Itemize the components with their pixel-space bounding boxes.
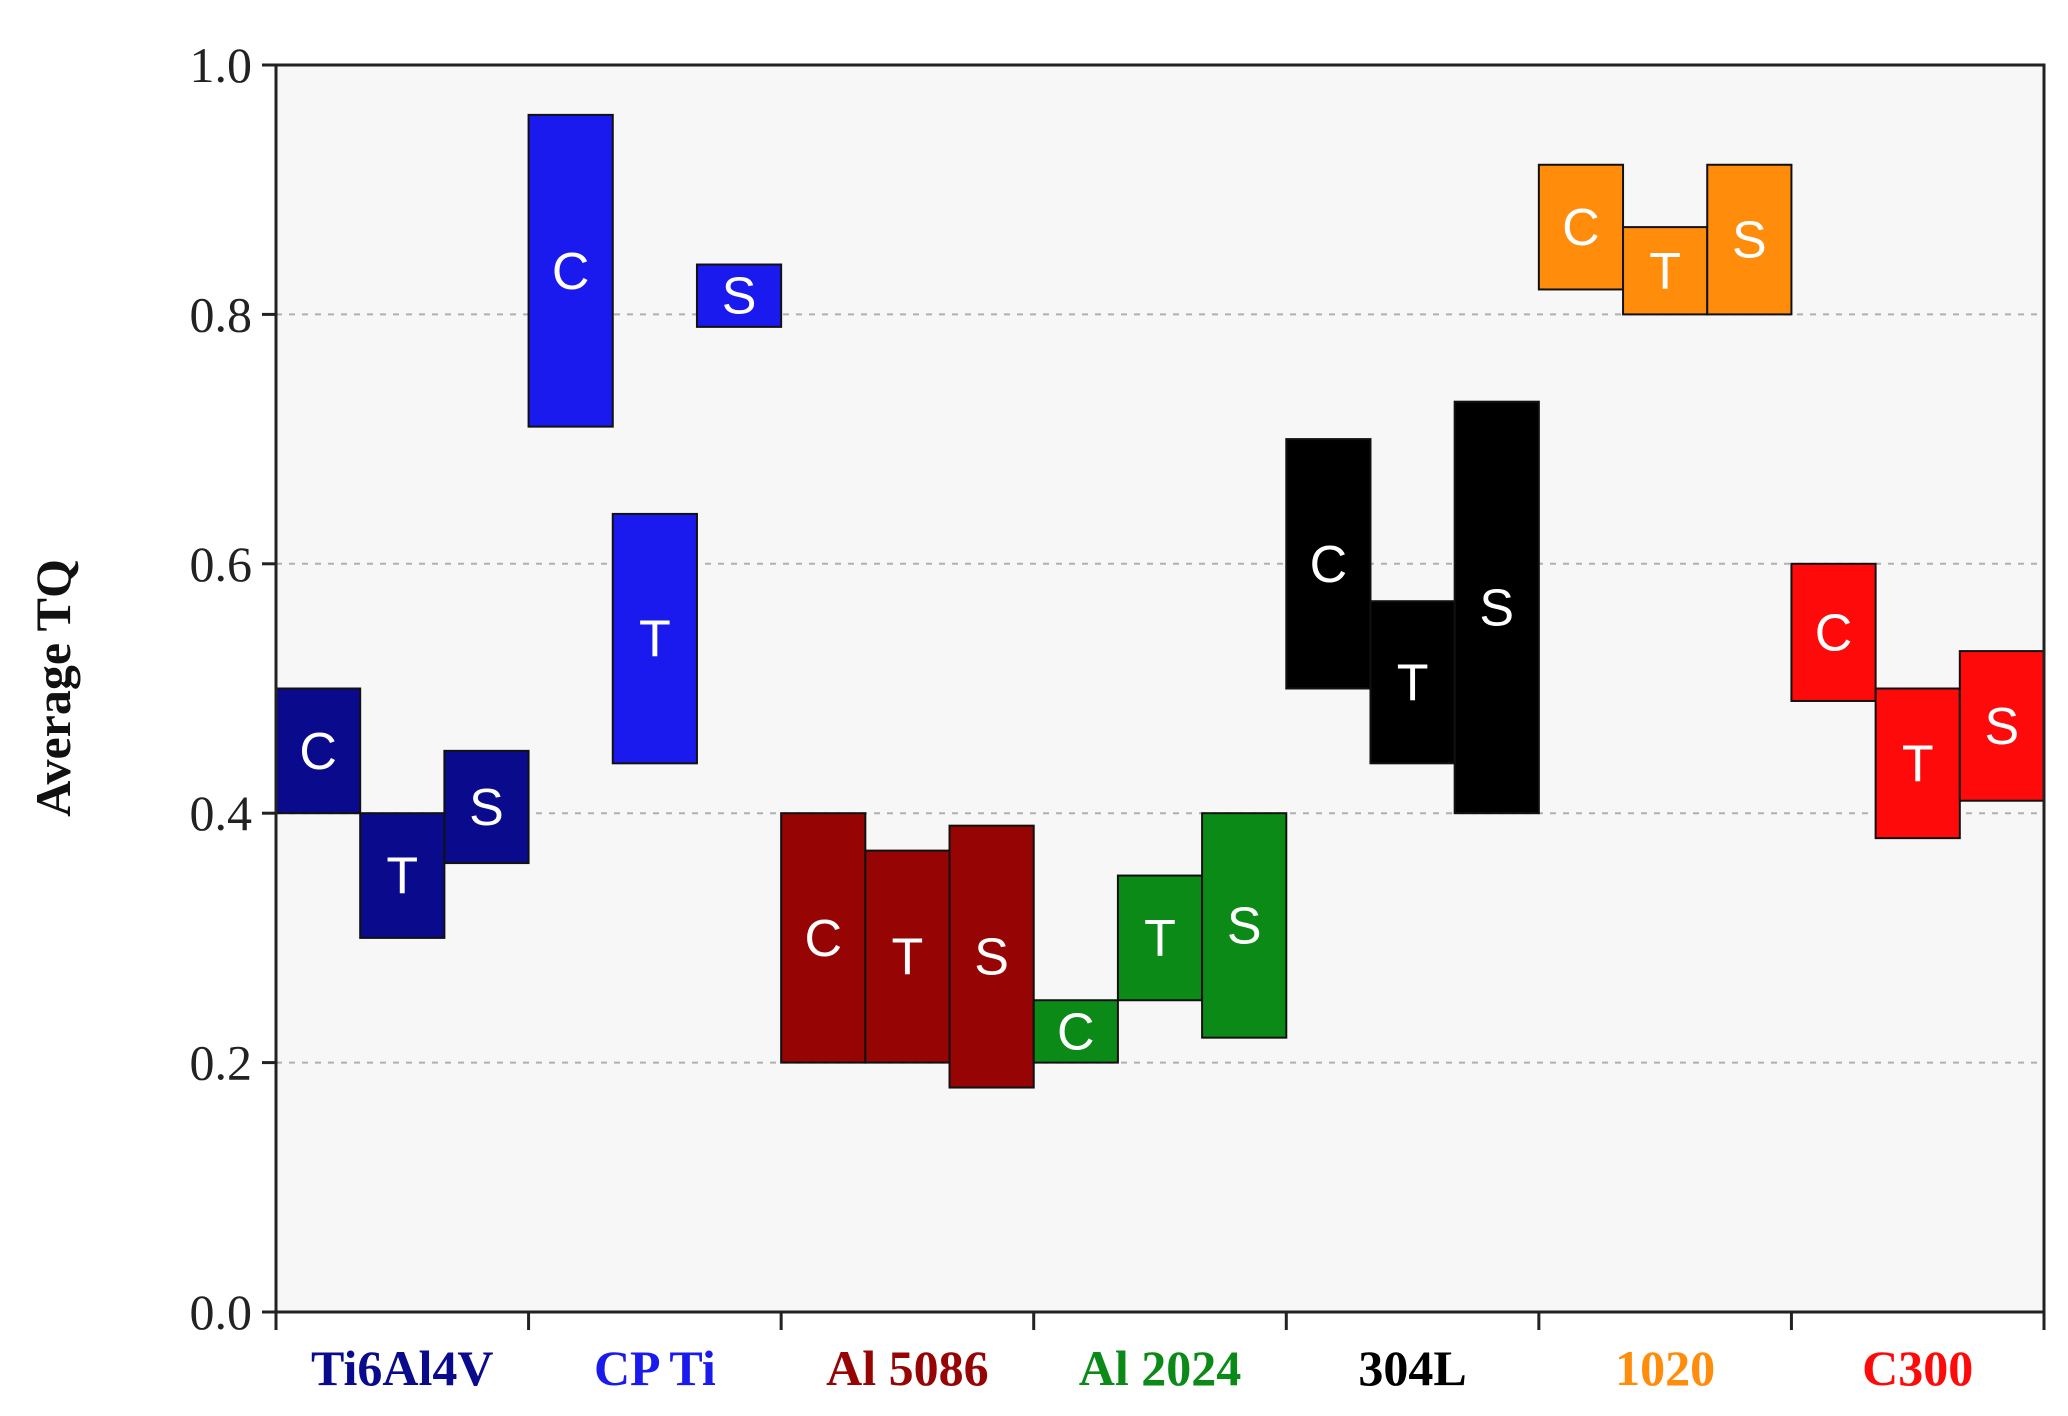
range-bar — [359, 812, 446, 939]
range-bar — [1706, 163, 1793, 316]
range-bar — [1790, 562, 1877, 702]
range-bar — [1453, 400, 1540, 815]
range-bar — [527, 113, 614, 428]
bar-label: S — [469, 779, 504, 837]
range-bar — [1032, 999, 1119, 1064]
bar-label: C — [552, 243, 590, 301]
range-bar — [1622, 226, 1709, 316]
range-bar — [948, 824, 1035, 1089]
x-category-label: Al 5086 — [826, 1340, 989, 1396]
x-category-label: Al 2024 — [1079, 1340, 1242, 1396]
range-bar — [695, 263, 783, 328]
bar-label: C — [1815, 604, 1853, 662]
x-category-label: Ti6Al4V — [311, 1340, 493, 1396]
bar-label: C — [804, 910, 842, 968]
bar-label: T — [1649, 243, 1681, 301]
bar-label: S — [974, 929, 1009, 987]
x-category-label: 304L — [1358, 1340, 1466, 1396]
bar-label: T — [892, 929, 924, 987]
x-category-label: C300 — [1862, 1340, 1973, 1396]
y-tick-label: 0.0 — [190, 1284, 253, 1340]
range-bar — [864, 849, 951, 1064]
plot-frame — [274, 63, 2046, 1314]
x-category-label: CP Ti — [594, 1340, 716, 1396]
bar-label: T — [639, 611, 671, 669]
y-tick-label: 0.6 — [190, 536, 253, 592]
range-bar — [443, 749, 530, 865]
bar-label: T — [1397, 654, 1429, 712]
bar-label: S — [1732, 212, 1767, 270]
range-bar — [1201, 812, 1288, 1039]
bar-label: C — [1057, 1003, 1095, 1061]
bar-label: S — [722, 268, 757, 326]
y-tick-label: 0.4 — [190, 785, 253, 841]
range-bar — [275, 687, 362, 815]
x-category-label: 1020 — [1615, 1340, 1715, 1396]
y-tick-label: 1.0 — [190, 37, 253, 93]
bar-label: T — [1902, 735, 1934, 793]
range-bar — [780, 812, 867, 1064]
y-axis-label: Average TQ — [25, 559, 81, 817]
y-tick-label: 0.2 — [190, 1035, 253, 1091]
bar-label: C — [1562, 199, 1600, 257]
bar-label: S — [1227, 897, 1262, 955]
bar-label: S — [1479, 579, 1514, 637]
bar-label: S — [1985, 698, 2020, 756]
range-bar — [611, 512, 698, 765]
axes-layer: 0.0 0.2 0.4 0.6 0.8 1.0 Ti6Al4V CP Ti Al 5086 Al … — [190, 37, 2046, 1396]
range-bar — [1958, 650, 2046, 802]
range-bar — [1116, 874, 1204, 1002]
bar-label: T — [1144, 910, 1176, 968]
y-tick-label: 0.8 — [190, 286, 253, 342]
range-bar — [1285, 438, 1372, 690]
bar-label: T — [386, 848, 418, 906]
bar-label: C — [299, 723, 337, 781]
bar-label: C — [1310, 536, 1348, 594]
